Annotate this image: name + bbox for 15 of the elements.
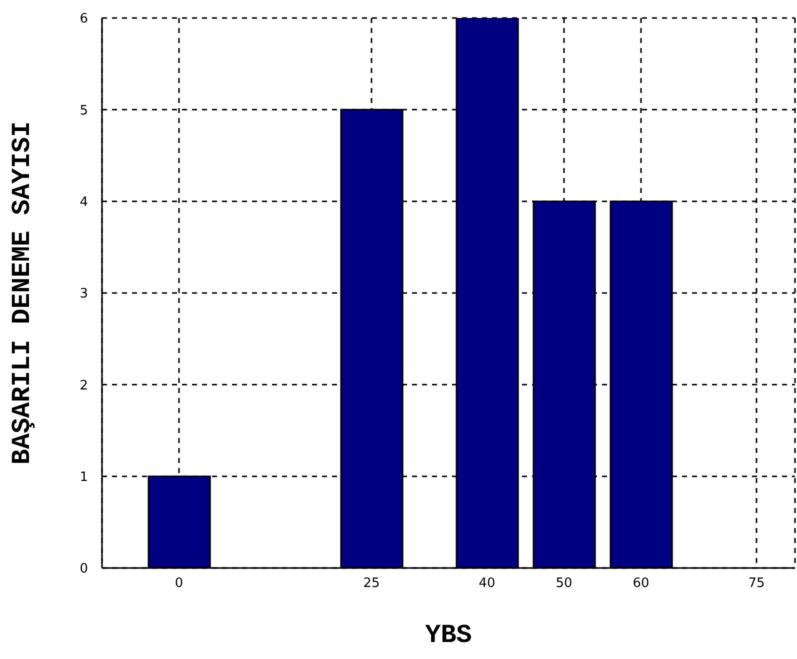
x-tick-label: 60 — [632, 576, 650, 592]
y-tick-label: 5 — [80, 103, 88, 118]
x-tick-label: 50 — [556, 576, 572, 592]
x-axis-title: YBS — [425, 620, 472, 650]
y-tick-label: 3 — [80, 286, 88, 302]
x-tick-label: 25 — [363, 576, 380, 592]
y-tick-label: 4 — [80, 194, 88, 210]
y-tick-label: 1 — [80, 470, 88, 485]
x-tick-label: 40 — [478, 576, 496, 592]
y-tick-label: 2 — [80, 378, 88, 394]
y-tick-label: 0 — [80, 562, 88, 577]
x-tick-label: 75 — [748, 576, 765, 592]
y-axis-title: BAŞARILI DENEME SAYISI — [7, 121, 38, 465]
y-tick-label: 6 — [80, 12, 88, 27]
x-tick-label: 0 — [174, 576, 184, 592]
